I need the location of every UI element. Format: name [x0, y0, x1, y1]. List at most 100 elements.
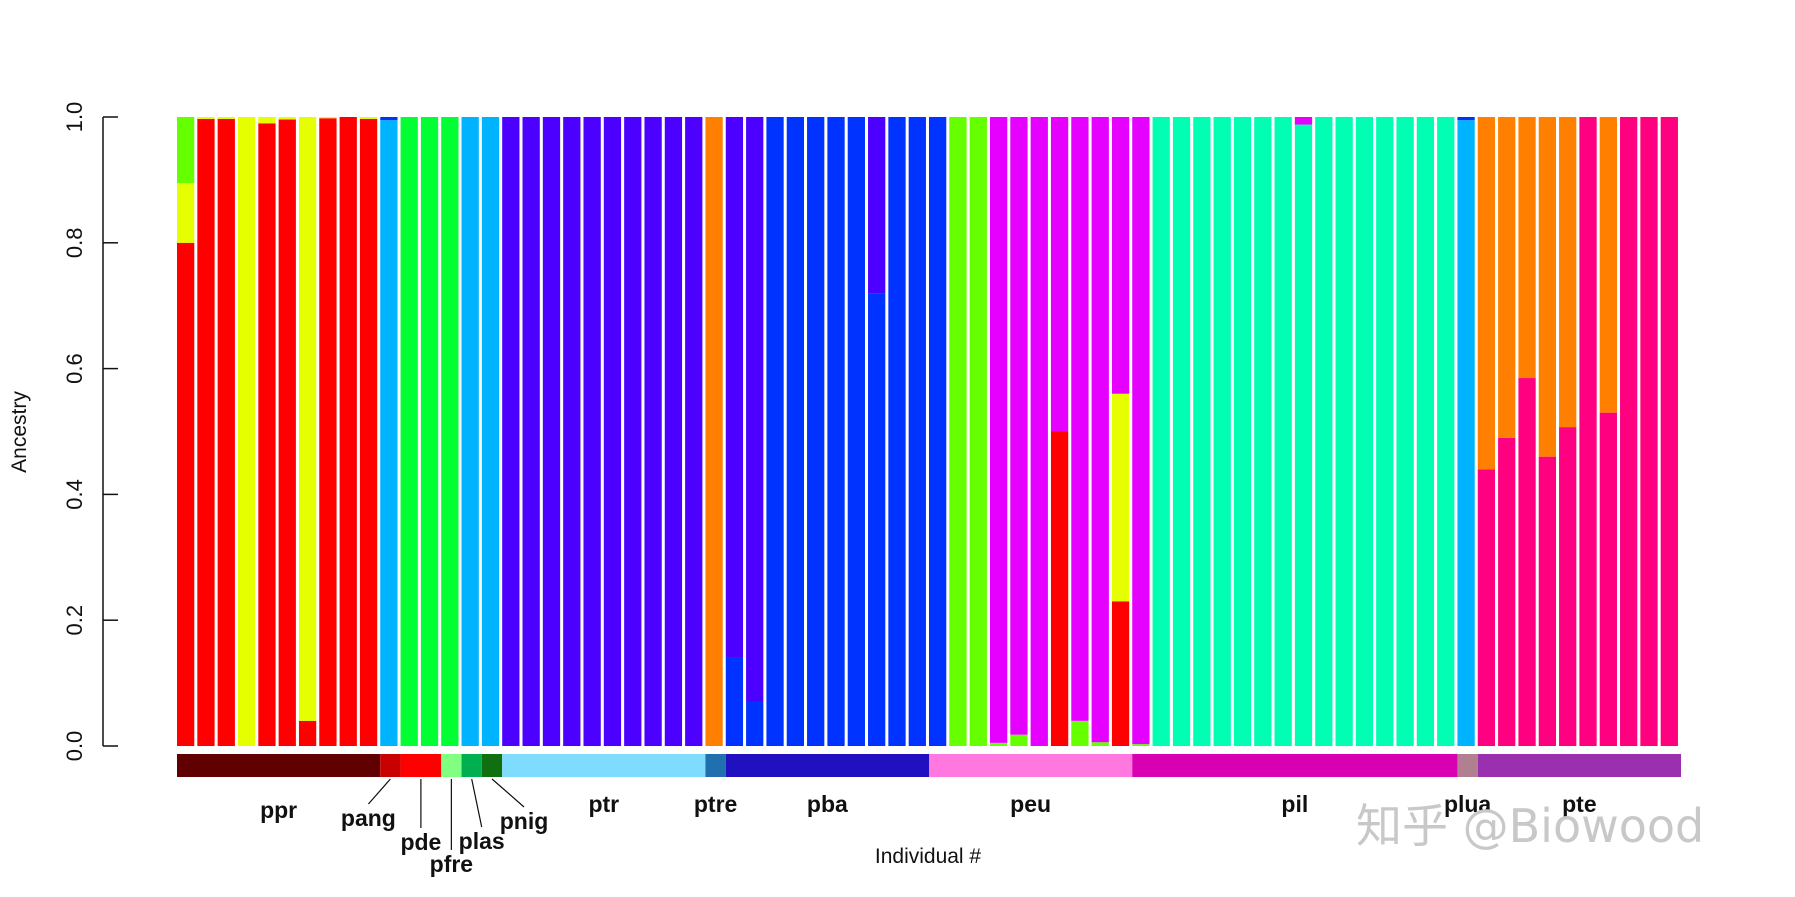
- bar-segment-60-K5: [1376, 117, 1394, 746]
- bar-segment-46-K3: [1091, 742, 1109, 746]
- group-label-pfre: pfre: [430, 851, 473, 877]
- bar-segment-44-K1: [1050, 431, 1069, 746]
- bar-segment-45-K9: [1071, 117, 1089, 721]
- bar-segment-23-K8: [624, 117, 642, 746]
- bar-segment-19-K8: [542, 117, 561, 746]
- strip-segment-ppr: [177, 754, 381, 777]
- bar-segment-10-K2: [359, 117, 378, 119]
- ancestry-bars: [177, 117, 1678, 747]
- group-label-ptre: ptre: [694, 791, 737, 817]
- y-axis-title: Ancestry: [8, 391, 31, 473]
- strip-segment-pil: [1132, 754, 1458, 777]
- bar-segment-8-K1: [319, 118, 337, 746]
- bar-segment-67-K10: [1518, 378, 1536, 746]
- bar-segment-57-K5: [1315, 117, 1333, 746]
- bar-segment-26-K8: [685, 117, 703, 746]
- bar-segment-11-K6: [380, 120, 398, 746]
- bar-segment-56-K5: [1294, 124, 1313, 747]
- bar-segment-25-K8: [664, 117, 683, 746]
- strip-segment-plua: [1457, 754, 1478, 777]
- bar-segment-65-K10: [1477, 469, 1496, 746]
- bar-segment-66-K11: [1498, 117, 1516, 438]
- bar-segment-71-K10: [1599, 412, 1617, 746]
- bar-segment-45-K3: [1071, 720, 1089, 746]
- bar-segment-24-K8: [644, 117, 662, 746]
- bar-segment-49-K5: [1152, 117, 1170, 746]
- bar-segment-68-K11: [1538, 117, 1557, 457]
- bar-segment-11-K7: [380, 117, 398, 121]
- bar-segment-64-K6: [1457, 120, 1475, 746]
- bar-segment-20-K8: [563, 117, 581, 746]
- bar-segment-35-K7: [868, 293, 886, 746]
- bar-segment-73-K10: [1640, 117, 1658, 746]
- group-label-plua: plua: [1444, 791, 1491, 817]
- bar-segment-3-K1: [217, 118, 235, 746]
- bar-segment-13-K4: [420, 117, 439, 746]
- bar-segment-51-K5: [1193, 117, 1211, 746]
- group-label-ptr: ptr: [588, 791, 619, 817]
- bar-segment-38-K7: [929, 117, 947, 746]
- group-label-pba: pba: [807, 791, 848, 817]
- bar-segment-41-K3: [989, 742, 1008, 746]
- strip-segment-pde: [400, 754, 442, 777]
- bar-segment-22-K8: [603, 117, 622, 746]
- bar-segment-44-K9: [1050, 117, 1069, 432]
- bar-segment-47-K1: [1111, 601, 1130, 746]
- bar-segment-68-K10: [1538, 456, 1557, 746]
- leader-line-plas: [471, 778, 483, 828]
- bar-segment-30-K7: [766, 117, 784, 746]
- bar-segment-17-K8: [502, 117, 520, 746]
- bar-segment-5-K2: [258, 117, 276, 124]
- bar-segment-70-K10: [1579, 117, 1597, 746]
- leader-line-pnig: [491, 778, 525, 808]
- bar-segment-66-K10: [1498, 437, 1516, 746]
- bar-segment-59-K5: [1355, 117, 1374, 746]
- bar-segment-42-K9: [1010, 117, 1028, 735]
- bar-segment-64-K7: [1457, 117, 1475, 121]
- bar-segment-48-K9: [1132, 117, 1150, 745]
- bar-segment-42-K3: [1010, 734, 1028, 746]
- bar-segment-1-K3: [177, 117, 195, 184]
- bar-segment-4-K2: [237, 117, 256, 746]
- bar-segment-36-K7: [888, 117, 906, 746]
- bar-segment-31-K7: [786, 117, 805, 746]
- y-tick-label-0.8: 0.8: [62, 228, 87, 259]
- bar-segment-50-K5: [1172, 117, 1191, 746]
- y-axis: 0.0 0.2 0.4 0.6 0.8 1.0: [62, 102, 118, 761]
- bar-segment-35-K8: [868, 117, 886, 294]
- bar-segment-67-K11: [1518, 117, 1536, 379]
- x-axis-title: Individual #: [875, 845, 982, 868]
- bar-segment-29-K8: [746, 117, 764, 702]
- group-label-pte: pte: [1562, 791, 1597, 817]
- strip-segment-peu: [929, 754, 1133, 777]
- bar-segment-46-K9: [1091, 117, 1109, 743]
- group-label-ppr: ppr: [260, 797, 297, 823]
- bar-segment-14-K4: [441, 117, 459, 746]
- bar-segment-16-K6: [481, 117, 500, 746]
- bar-segment-65-K11: [1477, 117, 1496, 470]
- bar-segment-6-K2: [278, 117, 296, 120]
- y-tick-label-0.2: 0.2: [62, 605, 87, 636]
- group-label-plas: plas: [459, 828, 505, 854]
- group-label-pde: pde: [400, 829, 441, 855]
- bar-segment-18-K8: [522, 117, 540, 746]
- bar-segment-9-K1: [339, 117, 357, 746]
- bar-segment-28-K8: [725, 117, 744, 658]
- bar-segment-74-K10: [1660, 117, 1678, 746]
- population-strip: [177, 754, 1681, 777]
- bar-segment-53-K5: [1233, 117, 1252, 746]
- bar-segment-5-K1: [258, 123, 276, 747]
- strip-segment-pte: [1477, 754, 1681, 777]
- bar-segment-47-K9: [1111, 117, 1130, 394]
- bar-segment-56-K9: [1294, 117, 1313, 125]
- y-tick-label-1.0: 1.0: [62, 102, 87, 133]
- bar-segment-33-K7: [827, 117, 845, 746]
- bar-segment-69-K10: [1559, 427, 1577, 746]
- bar-segment-15-K6: [461, 117, 479, 746]
- bar-segment-29-K7: [746, 701, 764, 746]
- bar-segment-48-K3: [1132, 744, 1150, 746]
- strip-segment-ptre: [705, 754, 726, 777]
- bar-segment-40-K3: [969, 117, 987, 746]
- bar-segment-12-K4: [400, 117, 418, 746]
